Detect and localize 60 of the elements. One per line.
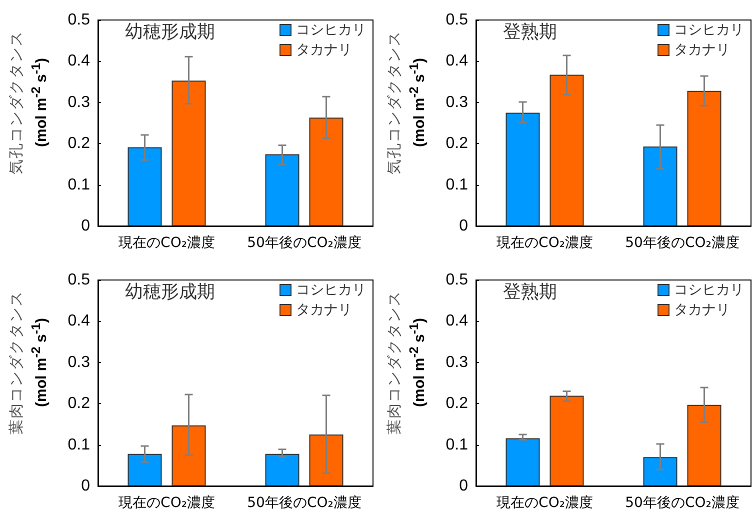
- bar: [550, 396, 584, 486]
- y-tick-label: 0.4: [446, 312, 468, 330]
- chart-title: 登熟期: [503, 282, 557, 302]
- legend-label: タカナリ: [674, 42, 730, 58]
- bar: [643, 457, 678, 486]
- x-tick-label: 50年後のCO₂濃度: [247, 495, 362, 511]
- y-tick-label: 0.3: [68, 354, 90, 371]
- y-tick-label: 0.4: [68, 52, 90, 70]
- x-tick-label: 現在のCO₂濃度: [118, 495, 215, 511]
- bar: [643, 146, 678, 226]
- bar: [309, 118, 344, 226]
- x-tick-label: 現在のCO₂濃度: [118, 235, 215, 251]
- y-tick-label: 0.1: [68, 436, 90, 454]
- x-tick-label: 50年後のCO₂濃度: [247, 235, 362, 251]
- chart-title: 登熟期: [503, 22, 557, 42]
- y-tick-label: 0.2: [68, 395, 90, 412]
- bar: [172, 80, 206, 226]
- bar: [128, 454, 162, 486]
- legend-label: コシヒカリ: [296, 282, 366, 298]
- y-tick-label: 0: [459, 218, 468, 234]
- bar: [172, 425, 206, 486]
- y-tick-label: 0.4: [446, 52, 468, 70]
- y-tick-label: 0: [459, 478, 468, 494]
- legend-label: タカナリ: [674, 302, 730, 318]
- y-tick-label: 0.1: [446, 436, 468, 454]
- bar: [550, 74, 584, 226]
- y-tick-label: 0.5: [68, 272, 90, 288]
- bar: [687, 90, 722, 226]
- bar: [128, 147, 162, 226]
- y-tick-label: 0.1: [446, 176, 468, 194]
- bar: [309, 434, 344, 486]
- legend-label: タカナリ: [296, 42, 352, 58]
- legend-label: コシヒカリ: [296, 22, 366, 38]
- y-tick-label: 0.1: [68, 176, 90, 194]
- y-tick-label: 0.5: [446, 12, 468, 28]
- legend-label: コシヒカリ: [674, 22, 744, 38]
- legend-label: タカナリ: [296, 302, 352, 318]
- x-tick-label: 50年後のCO₂濃度: [625, 495, 740, 511]
- bar: [265, 454, 300, 486]
- y-tick-label: 0: [81, 218, 90, 234]
- y-tick-label: 0.5: [446, 272, 468, 288]
- y-tick-label: 0.3: [446, 354, 468, 371]
- x-tick-label: 現在のCO₂濃度: [496, 495, 593, 511]
- chart-title: 幼穂形成期: [125, 282, 215, 302]
- y-tick-label: 0: [81, 478, 90, 494]
- bar: [687, 404, 722, 486]
- x-tick-label: 現在のCO₂濃度: [496, 235, 593, 251]
- y-tick-label: 0.5: [68, 12, 90, 28]
- bar: [265, 154, 300, 226]
- x-tick-label: 50年後のCO₂濃度: [625, 235, 740, 251]
- y-tick-label: 0.2: [446, 135, 468, 152]
- y-tick-label: 0.3: [68, 94, 90, 111]
- legend-label: コシヒカリ: [674, 282, 744, 298]
- y-tick-label: 0.4: [68, 312, 90, 330]
- y-tick-label: 0.2: [68, 135, 90, 152]
- y-tick-label: 0.2: [446, 395, 468, 412]
- bar: [506, 438, 540, 486]
- y-tick-label: 0.3: [446, 94, 468, 111]
- chart-title: 幼穂形成期: [125, 22, 215, 42]
- bar: [506, 112, 540, 226]
